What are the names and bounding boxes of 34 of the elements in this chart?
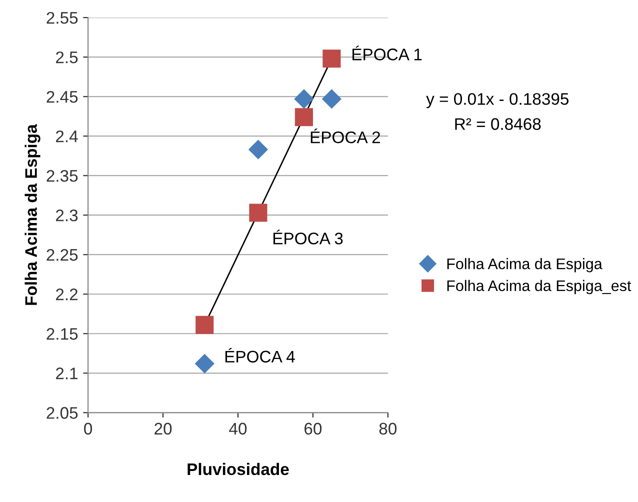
point: [249, 204, 268, 222]
legend-label: Folha Acima da Espiga_est: [447, 280, 632, 294]
y-tick-label: 2.25: [46, 249, 78, 261]
x-tick-label: 20: [154, 422, 172, 435]
y-tick-label: 2.05: [46, 407, 78, 419]
point: [196, 316, 214, 334]
text: y = 0.01x - 0.18395: [426, 93, 569, 108]
x-tick-label: 60: [304, 422, 322, 435]
y-tick-label: 2.2: [56, 288, 78, 300]
y-tick-label: 2.15: [46, 328, 78, 340]
legend-label: Folha Acima da Espiga: [447, 258, 602, 272]
y-axis-title: Folha Acima da Espiga: [24, 124, 40, 305]
x-tick-label: 0: [84, 422, 92, 435]
y-tick-label: 2.1: [56, 368, 78, 380]
annotation: ÉPOCA 3: [273, 230, 343, 244]
annotation: ÉPOCA 4: [225, 348, 295, 363]
text: R² = 0.8468: [455, 118, 541, 130]
point: [195, 354, 214, 374]
point: [322, 89, 342, 108]
y-tick-label: 2.35: [46, 170, 78, 182]
y-tick-label: 2.5: [56, 51, 78, 64]
x-axis-title: Pluviosidade: [188, 462, 289, 476]
y-tick-label: 2.45: [46, 90, 78, 103]
point: [294, 89, 314, 108]
annotation: ÉPOCA 1: [352, 46, 422, 60]
x-tick-label: 40: [229, 422, 247, 435]
point: [294, 108, 313, 126]
x-tick-label: 80: [379, 422, 397, 435]
y-tick-label: 2.55: [46, 12, 78, 24]
point: [248, 140, 268, 160]
y-tick-label: 2.4: [56, 130, 78, 142]
point: [322, 50, 341, 68]
annotation: ÉPOCA 2: [310, 128, 380, 144]
y-tick-label: 2.3: [56, 210, 78, 222]
